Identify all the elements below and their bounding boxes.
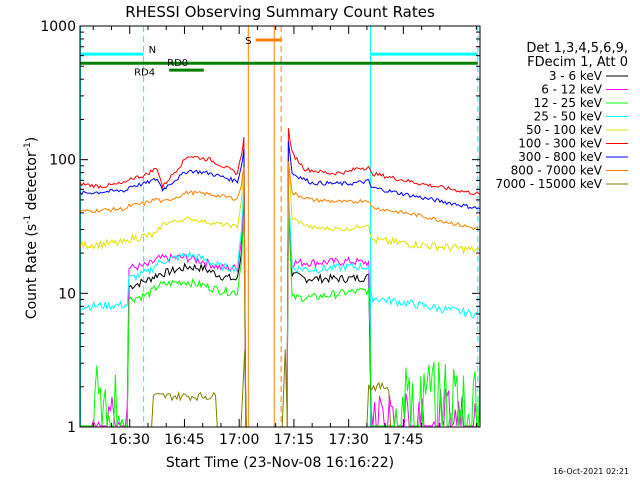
y-axis-label: Count Rate (s-1 detector-1) [23, 137, 40, 319]
legend-detector-line: Det 1,3,4,5,6,9, [526, 41, 628, 56]
plot-frame [79, 25, 481, 428]
chart-title: RHESSI Observing Summary Count Rates [125, 3, 435, 21]
y-tick-label: 1 [67, 420, 76, 436]
legend-entry-label: 800 - 7000 keV [511, 164, 603, 178]
legend-entry-label: 50 - 100 keV [526, 123, 603, 137]
legend-decimation-line: FDecim 1, Att 0 [527, 55, 628, 70]
y-tick-label: 1000 [40, 19, 76, 35]
y-axis-label-main: Count Rate (s [24, 224, 40, 319]
observing-bar-label: S [245, 36, 251, 47]
legend-entry-label: 6 - 12 keV [541, 83, 603, 97]
x-tick-label: 17:15 [274, 432, 314, 448]
legend-entry-label: 3 - 6 keV [549, 69, 603, 83]
x-axis-label: Start Time (23-Nov-08 16:16:22) [166, 455, 394, 471]
legend-entry-label: 300 - 800 keV [518, 150, 602, 164]
legend-entry-label: 12 - 25 keV [534, 96, 603, 110]
x-tick-label: 17:45 [383, 432, 423, 448]
x-tick-label: 16:45 [164, 432, 204, 448]
observing-bar-label: RD4 [134, 67, 155, 78]
legend-entry-label: 7000 - 15000 keV [495, 177, 602, 191]
x-axis-ticks: 16:30 16:45 17:00 17:15 17:30 17:45 [92, 26, 477, 448]
y-axis-label-sup1: -1 [23, 215, 33, 224]
y-axis-label-end: ) [24, 137, 40, 142]
y-axis-label-sup2: -1 [23, 142, 33, 151]
x-tick-label: 17:30 [328, 432, 368, 448]
x-tick-label: 16:30 [110, 432, 150, 448]
legend-entry-label: 100 - 300 keV [518, 137, 602, 151]
y-axis-ticks: 1 10 100 1000 [40, 19, 480, 436]
y-tick-label: 100 [49, 153, 76, 169]
observing-bar-label: RD0 [167, 58, 188, 69]
generation-timestamp: 16-Oct-2021 02:21 [553, 467, 629, 476]
y-axis-label-mid: detector [24, 151, 40, 215]
x-tick-label: 17:00 [219, 432, 259, 448]
legend-entry-label: 25 - 50 keV [534, 110, 603, 124]
observing-bar-label: N [149, 45, 156, 56]
y-tick-label: 10 [58, 286, 76, 302]
